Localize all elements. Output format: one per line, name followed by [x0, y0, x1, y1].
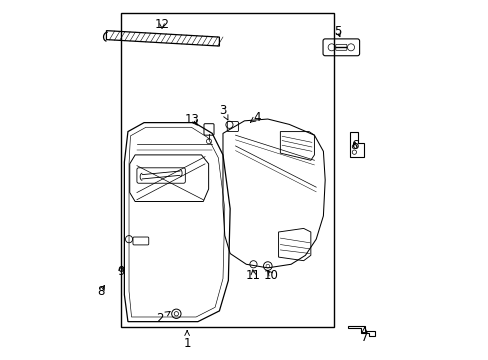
Text: 9: 9	[117, 265, 124, 278]
Text: 12: 12	[154, 18, 169, 31]
Text: 6: 6	[350, 139, 358, 152]
Text: 10: 10	[264, 269, 278, 282]
Text: 4: 4	[250, 111, 260, 124]
Text: 2: 2	[156, 311, 170, 325]
Text: 11: 11	[245, 269, 261, 282]
Text: 1: 1	[183, 331, 190, 350]
Bar	[121, 13, 333, 327]
Text: 5: 5	[333, 25, 341, 38]
Text: 8: 8	[97, 285, 104, 298]
Text: 7: 7	[360, 327, 367, 343]
Text: 3: 3	[219, 104, 227, 120]
Text: 13: 13	[184, 113, 200, 126]
